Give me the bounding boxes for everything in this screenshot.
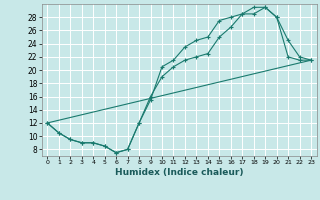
X-axis label: Humidex (Indice chaleur): Humidex (Indice chaleur) [115, 168, 244, 177]
